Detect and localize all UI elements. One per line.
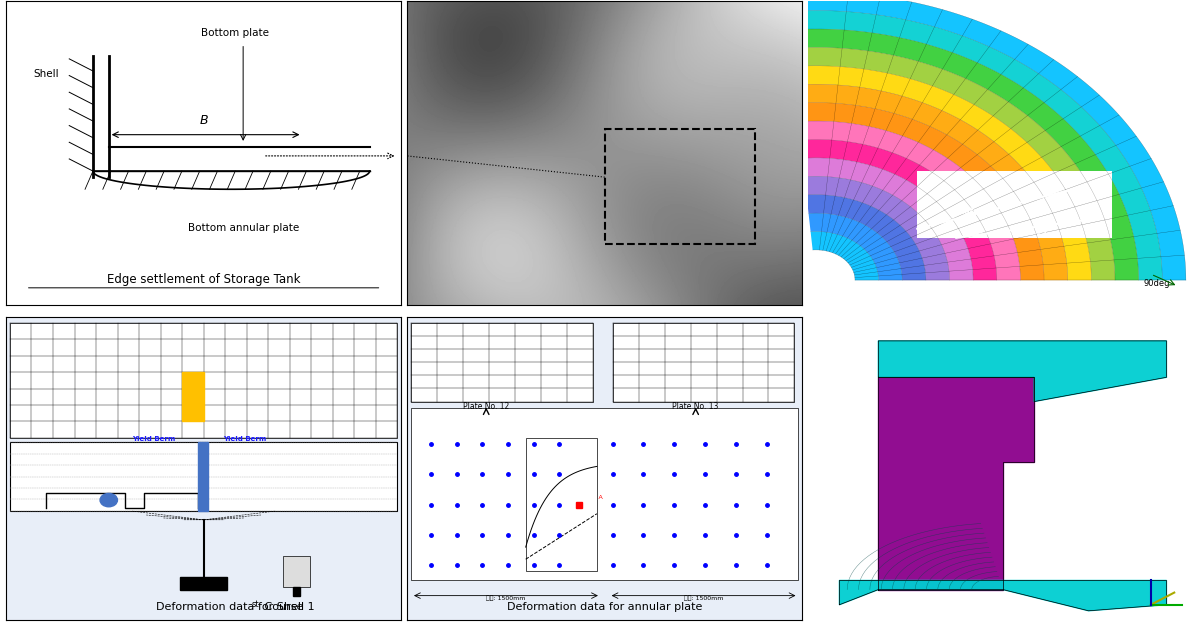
Text: B: B — [199, 114, 208, 127]
Bar — [10, 323, 397, 438]
Text: 간격: 1500mm: 간격: 1500mm — [684, 596, 724, 601]
Text: Deformation data for annular plate: Deformation data for annular plate — [508, 602, 702, 612]
Polygon shape — [878, 341, 1166, 402]
Polygon shape — [796, 103, 1044, 280]
Bar — [182, 405, 204, 422]
Polygon shape — [792, 66, 1091, 280]
Bar — [605, 128, 755, 244]
Text: Plate No. 12: Plate No. 12 — [463, 402, 509, 411]
Polygon shape — [786, 11, 1163, 280]
Text: Course: Course — [260, 602, 304, 612]
Text: Bottom plate: Bottom plate — [202, 27, 269, 37]
Text: Point A: Point A — [581, 495, 602, 500]
Bar — [10, 442, 397, 511]
Text: Plate No. 13: Plate No. 13 — [672, 402, 719, 411]
Bar — [198, 442, 208, 511]
Polygon shape — [810, 232, 878, 280]
Bar — [182, 372, 204, 389]
Bar — [180, 578, 227, 589]
Text: Yield Berm: Yield Berm — [132, 436, 175, 442]
Bar — [293, 586, 300, 596]
Polygon shape — [784, 0, 1186, 280]
Circle shape — [100, 493, 118, 506]
Polygon shape — [878, 378, 1034, 589]
Polygon shape — [840, 581, 1166, 611]
Polygon shape — [790, 47, 1115, 280]
Bar — [182, 389, 204, 405]
Polygon shape — [798, 121, 1020, 280]
Polygon shape — [809, 213, 902, 280]
Polygon shape — [804, 176, 949, 280]
Polygon shape — [788, 29, 1139, 280]
Text: 90deg: 90deg — [1144, 279, 1170, 288]
Polygon shape — [794, 84, 1068, 280]
Bar — [613, 323, 794, 402]
Text: Yield Berm: Yield Berm — [223, 436, 266, 442]
Text: Edge settlement of Storage Tank: Edge settlement of Storage Tank — [107, 273, 300, 287]
Text: Bottom annular plate: Bottom annular plate — [187, 222, 299, 232]
Bar — [412, 407, 798, 581]
Text: Deformation data for Shell 1: Deformation data for Shell 1 — [156, 602, 314, 612]
Bar — [412, 323, 593, 402]
Bar — [283, 556, 311, 586]
Polygon shape — [806, 194, 926, 280]
Text: 간격: 1500mm: 간격: 1500mm — [486, 596, 526, 601]
Text: FE Model for Initial displacement: FE Model for Initial displacement — [906, 326, 1099, 339]
Bar — [917, 171, 1112, 238]
Text: st: st — [252, 601, 259, 609]
Polygon shape — [803, 158, 973, 280]
Bar — [526, 438, 596, 571]
Polygon shape — [800, 140, 997, 280]
Text: Shell: Shell — [34, 69, 59, 79]
Text: Plate 13: Plate 13 — [1010, 228, 1046, 237]
Text: Plate 12: Plate 12 — [956, 206, 992, 216]
